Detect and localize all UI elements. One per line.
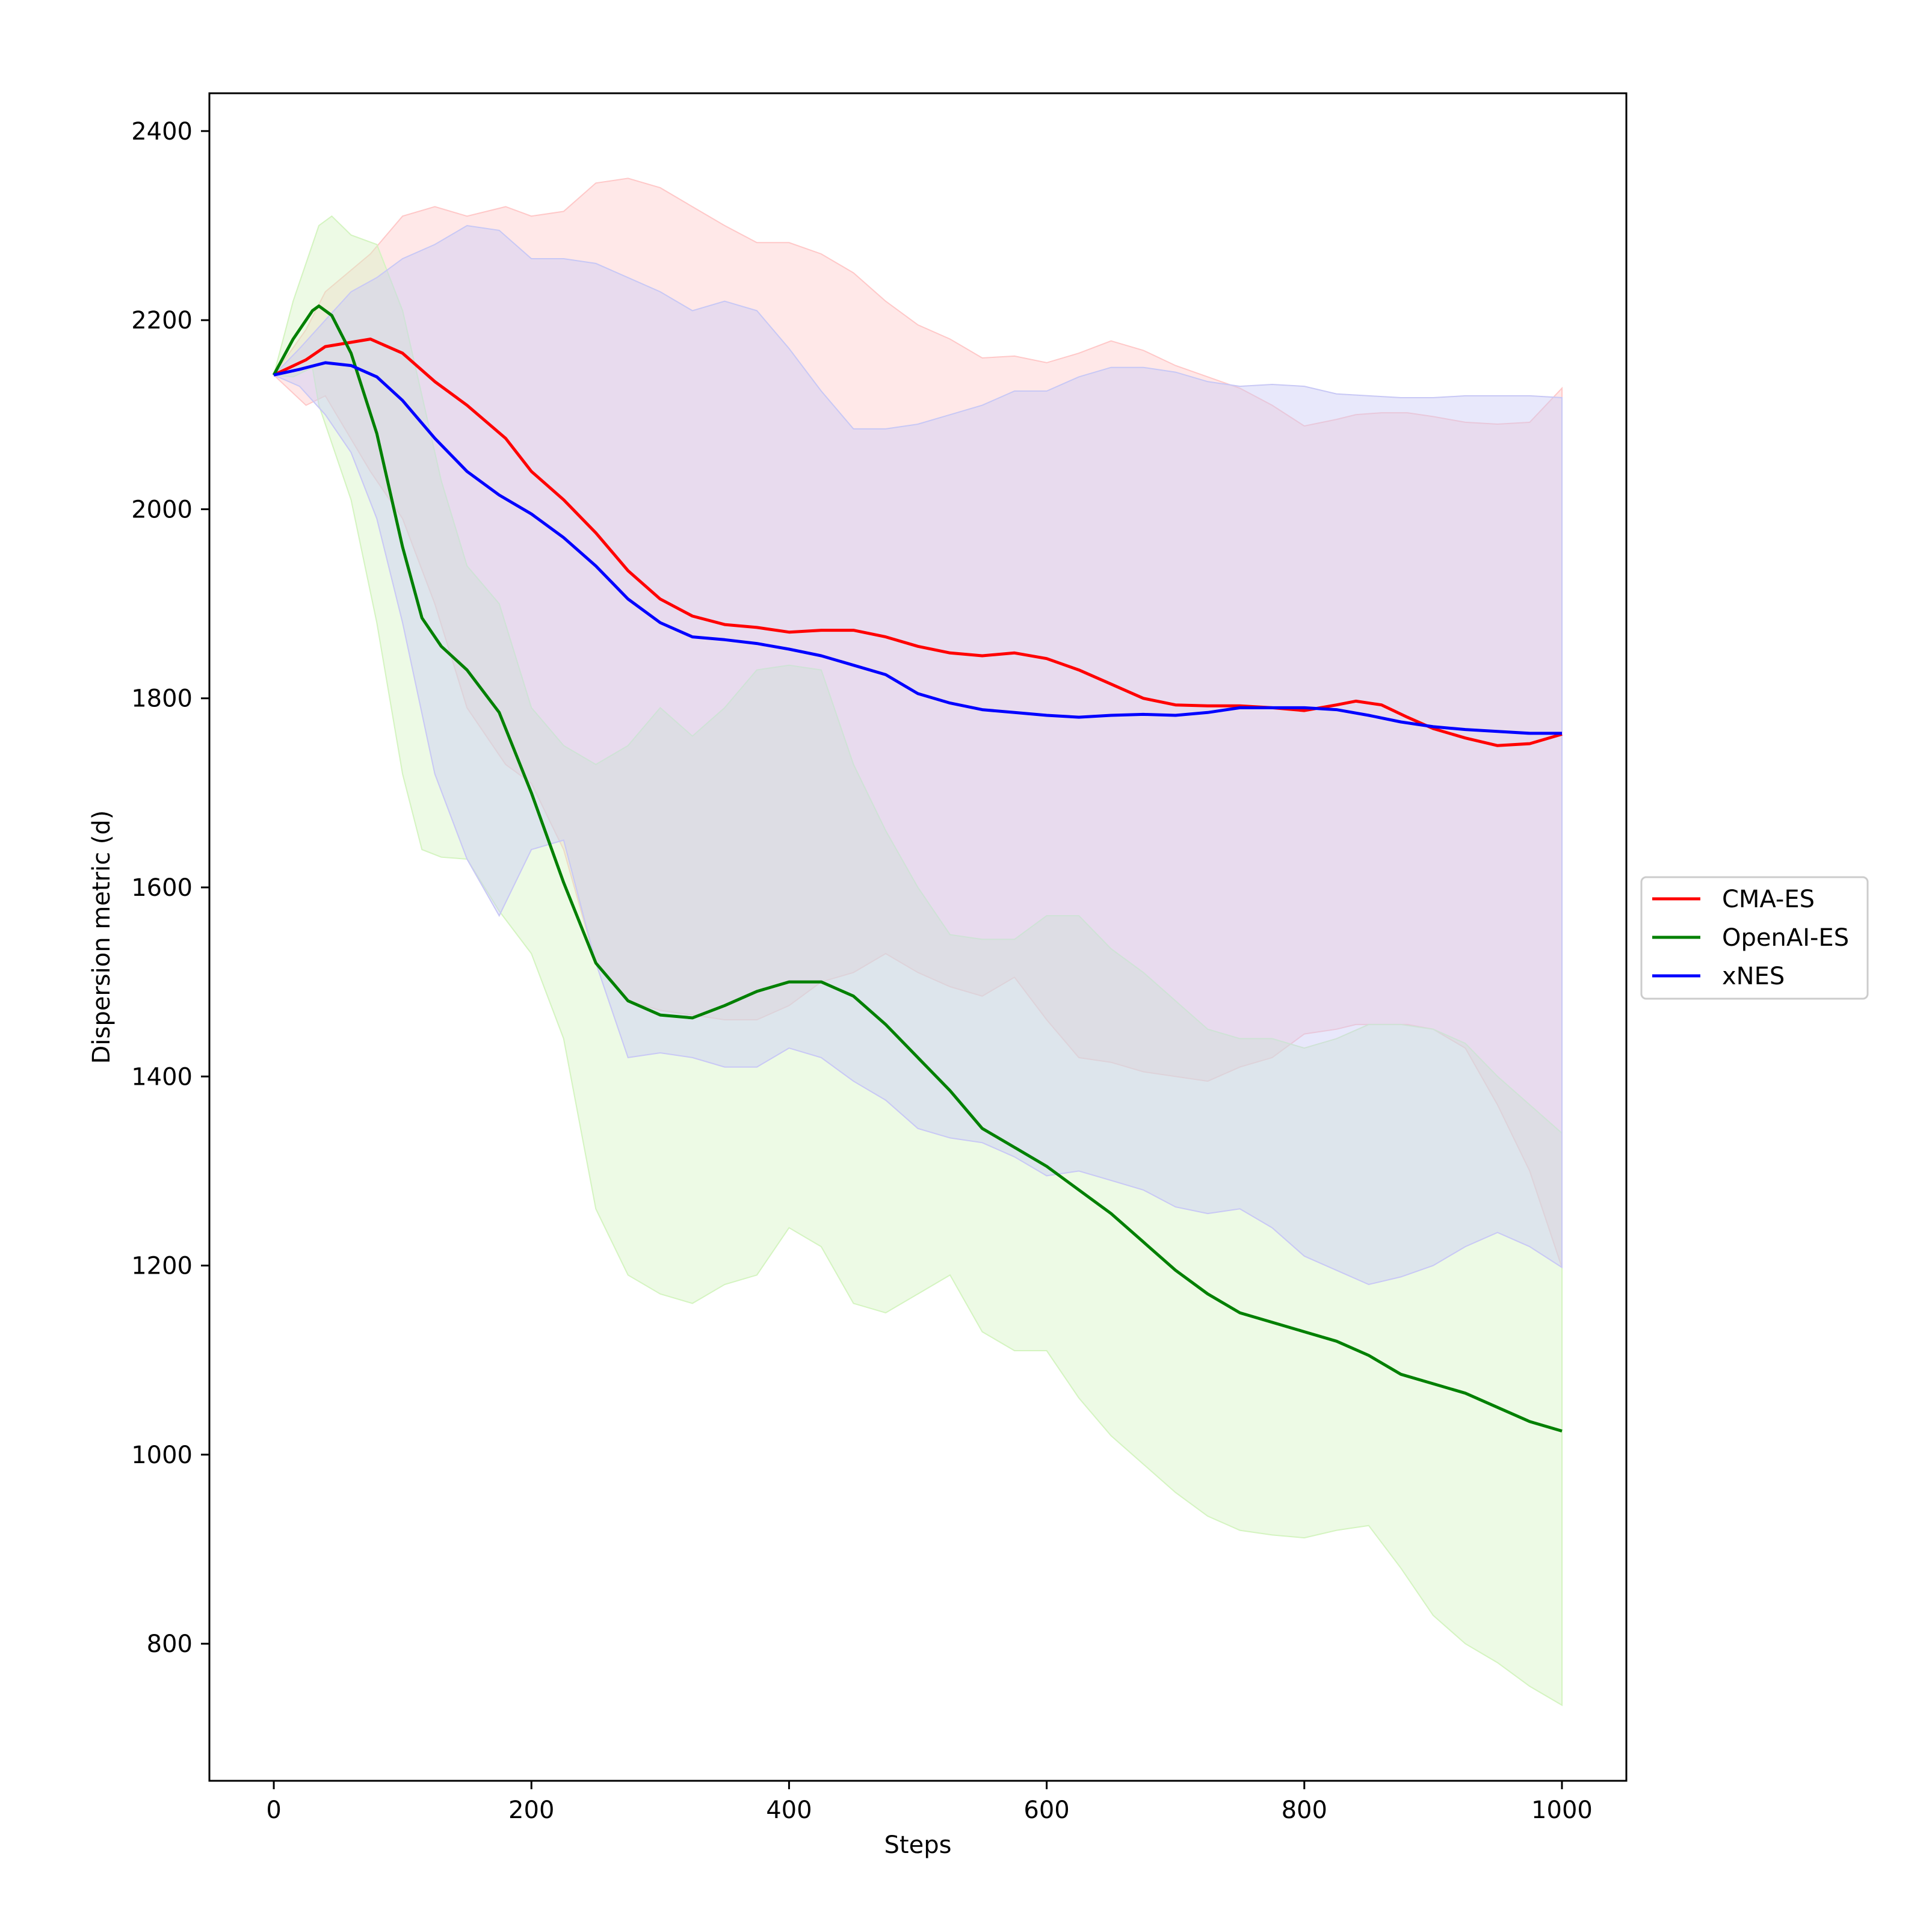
legend-label-cma-es: CMA-ES [1722, 886, 1815, 913]
series-lines [272, 304, 1563, 1432]
band-xnes [273, 224, 1563, 1286]
y-tick-label: 1400 [131, 1063, 193, 1091]
confidence-bands [273, 177, 1563, 1707]
y-tick-label: 1600 [131, 874, 193, 902]
y-axis-ticks: 800 1000 1200 1400 1600 1800 2000 2200 2400 [131, 118, 209, 1658]
x-tick-label: 600 [1023, 1796, 1069, 1824]
y-tick-label: 2200 [131, 307, 193, 335]
plot-area-frame [208, 92, 1628, 1782]
x-tick-label: 400 [766, 1796, 812, 1824]
x-axis-ticks: 0 200 400 600 800 1000 [266, 1781, 1593, 1824]
y-tick-label: 800 [147, 1630, 193, 1658]
x-tick-label: 1000 [1531, 1796, 1593, 1824]
line-xnes [273, 361, 1562, 735]
y-tick-label: 1000 [131, 1441, 193, 1469]
y-axis-label: Dispersion metric (d) [88, 810, 116, 1064]
y-tick-label: 2000 [131, 496, 193, 523]
y-tick-label: 1800 [131, 685, 193, 713]
legend-box [1640, 876, 1869, 1000]
legend-label-xnes: xNES [1722, 963, 1785, 990]
x-tick-label: 200 [508, 1796, 554, 1824]
line-openai-es [272, 304, 1563, 1432]
band-openai-es [273, 215, 1563, 1707]
line-cma-es [273, 338, 1563, 747]
y-tick-label: 2400 [131, 118, 193, 146]
x-tick-label: 0 [266, 1796, 281, 1824]
y-tick-label: 1200 [131, 1253, 193, 1280]
x-axis-label: Steps [884, 1831, 952, 1859]
x-tick-label: 800 [1282, 1796, 1327, 1824]
legend: CMA-ES OpenAI-ES xNES [1640, 876, 1869, 1000]
legend-label-openai-es: OpenAI-ES [1722, 924, 1849, 952]
